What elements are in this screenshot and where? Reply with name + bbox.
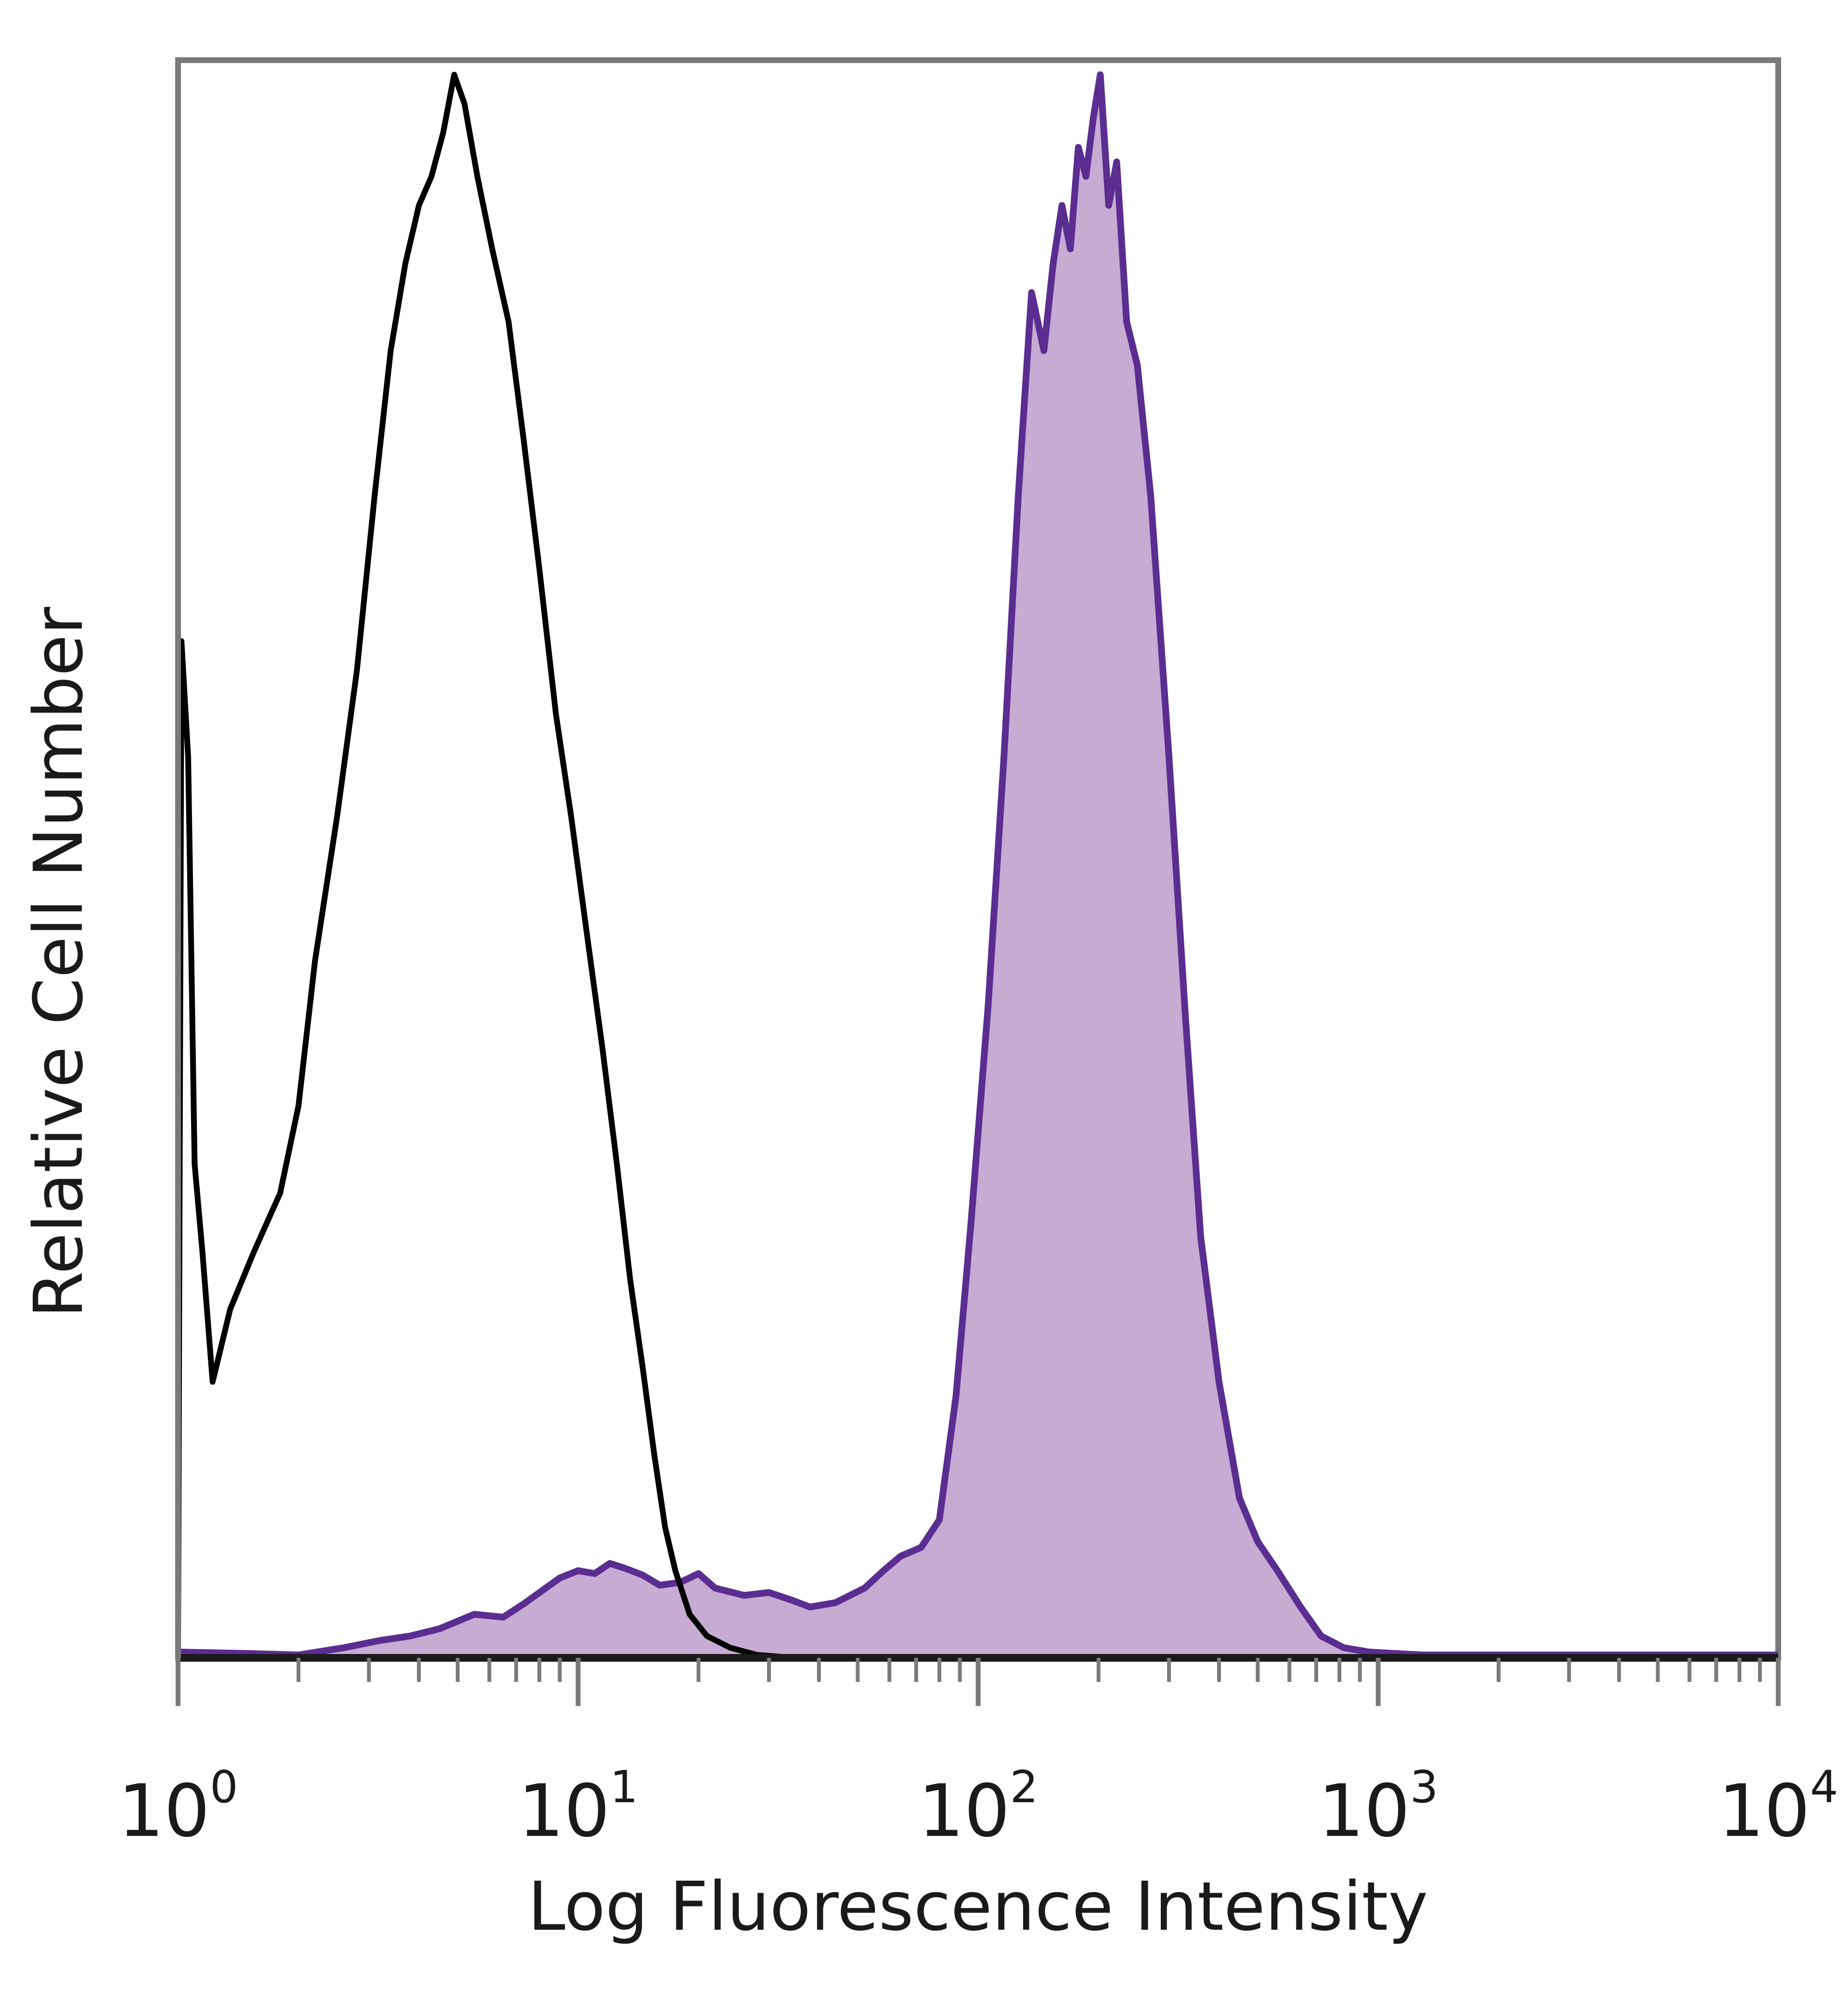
- x-tick-marks: [176, 1658, 1781, 1706]
- x-tick-label: 100: [118, 1761, 238, 1853]
- series-layer: [175, 71, 1778, 1661]
- control-histogram-line: [175, 72, 796, 1661]
- x-tick-labels: 100 101 102 103 104: [118, 1761, 1838, 1853]
- x-tick-label: 104: [1718, 1761, 1838, 1853]
- x-tick-label: 102: [918, 1761, 1038, 1853]
- plot-area: 100 101 102 103 104: [118, 57, 1838, 1853]
- x-tick-label: 103: [1318, 1761, 1438, 1853]
- stained-histogram-line: [178, 71, 1778, 1658]
- x-tick-label: 101: [518, 1761, 638, 1853]
- stained-histogram-fill: [178, 75, 1778, 1658]
- y-axis-title: Relative Cell Number: [20, 607, 98, 1318]
- x-axis-title: Log Fluorescence Intensity: [528, 1868, 1428, 1946]
